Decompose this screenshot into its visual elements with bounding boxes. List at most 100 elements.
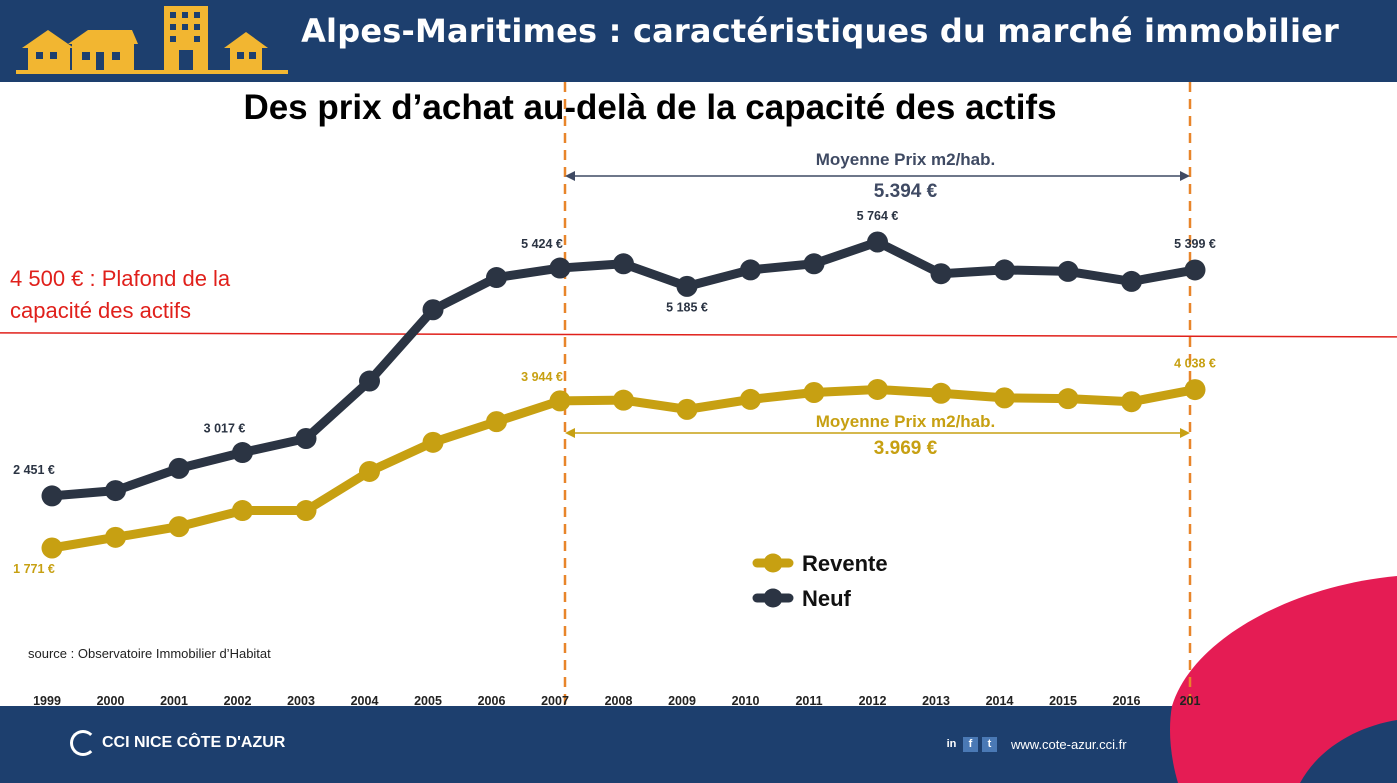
point-revente-2016	[1121, 391, 1142, 413]
point-revente-2017	[1184, 379, 1206, 401]
point-revente-2001	[168, 516, 190, 538]
point-neuf-2004	[359, 370, 380, 392]
point-neuf-2011	[803, 253, 825, 275]
point-neuf-2001	[168, 457, 190, 479]
point-neuf-2000	[105, 480, 126, 502]
x-tick-label-2011: 2011	[795, 694, 822, 706]
price-line-chart: Des prix d’achat au-delà de la capacité …	[0, 82, 1397, 706]
point-neuf-2005	[422, 299, 444, 321]
legend-item-revente: Revente	[752, 551, 888, 576]
average-annotation-revente: Moyenne Prix m2/hab. 3.969 €	[565, 412, 1190, 459]
x-tick-label-2010: 2010	[732, 694, 760, 706]
legend-label-revente: Revente	[802, 551, 888, 576]
arrowhead-left-icon	[565, 171, 575, 181]
footer-links: in f t www.cote-azur.cci.fr	[944, 737, 1127, 752]
x-tick-label-2016: 2016	[1113, 694, 1141, 706]
x-tick-label-2002: 2002	[224, 694, 252, 706]
point-neuf-2013	[930, 263, 952, 285]
footer-brand: CCI NICE CÔTE D'AZUR	[70, 730, 285, 756]
legend-label-neuf: Neuf	[802, 586, 852, 611]
average-label-neuf: Moyenne Prix m2/hab.	[816, 150, 996, 169]
point-neuf-2002	[232, 442, 253, 464]
x-tick-label-2004: 2004	[351, 694, 379, 706]
houses-logo-icon	[16, 6, 288, 74]
data-label-neuf-2017: 5 399 €	[1174, 237, 1216, 251]
x-tick-label-2006: 2006	[478, 694, 506, 706]
point-neuf-2007	[549, 257, 571, 279]
legend-swatch-dot-neuf	[763, 588, 783, 608]
point-revente-2004	[359, 460, 380, 482]
point-neuf-2003	[295, 427, 317, 449]
x-tick-label-2000: 2000	[97, 694, 125, 706]
series-line-revente	[47, 384, 1200, 553]
point-neuf-2006	[486, 267, 507, 289]
point-revente-2000	[105, 526, 126, 548]
point-neuf-2014	[994, 259, 1015, 281]
x-tick-label-2013: 2013	[922, 694, 950, 706]
point-revente-2002	[232, 500, 253, 522]
point-neuf-2010	[740, 259, 761, 281]
x-tick-label-2001: 2001	[160, 694, 188, 706]
point-revente-2012	[867, 378, 888, 400]
average-label-revente: Moyenne Prix m2/hab.	[816, 412, 996, 431]
cci-logo-icon	[70, 730, 96, 756]
chart-title: Des prix d’achat au-delà de la capacité …	[243, 88, 1056, 127]
point-revente-2011	[803, 382, 825, 404]
data-label-neuf-2012: 5 764 €	[857, 209, 899, 223]
point-revente-2005	[422, 431, 444, 453]
point-neuf-2008	[613, 253, 634, 275]
x-tick-label-2003: 2003	[287, 694, 315, 706]
average-value-revente: 3.969 €	[874, 438, 938, 459]
data-label-neuf-2007: 5 424 €	[521, 237, 563, 251]
pink-decor-shape	[1172, 576, 1397, 706]
facebook-icon[interactable]: f	[963, 737, 978, 752]
point-revente-2003	[295, 500, 317, 522]
point-revente-1999	[41, 537, 63, 559]
arrowhead-right-icon	[1180, 171, 1190, 181]
x-tick-label-2008: 2008	[605, 694, 633, 706]
twitter-icon[interactable]: t	[982, 737, 997, 752]
arrowhead-left-icon	[565, 428, 575, 438]
point-revente-2009	[676, 398, 698, 420]
data-label-revente-1999: 1 771 €	[13, 562, 55, 576]
footer-brand-text: CCI NICE CÔTE D'AZUR	[102, 734, 286, 751]
x-tick-label-2009: 2009	[668, 694, 696, 706]
footer-url-link[interactable]: www.cote-azur.cci.fr	[1011, 737, 1127, 752]
point-neuf-2016	[1121, 270, 1142, 292]
average-annotation-neuf: Moyenne Prix m2/hab. 5.394 €	[565, 150, 1190, 202]
point-revente-2008	[613, 389, 634, 411]
data-label-neuf-1999: 2 451 €	[13, 463, 55, 477]
point-neuf-2017	[1184, 259, 1206, 281]
point-neuf-1999	[41, 485, 63, 507]
threshold-line	[0, 332, 1397, 338]
x-tick-label-1999: 1999	[33, 694, 61, 706]
legend-swatch-dot-revente	[763, 553, 783, 573]
x-tick-label-2007: 2007	[541, 694, 569, 706]
data-label-neuf-2002: 3 017 €	[204, 422, 246, 436]
data-label-revente-2007: 3 944 €	[521, 370, 563, 384]
point-revente-2015	[1057, 388, 1079, 410]
footer-corner-decor	[1170, 706, 1397, 783]
data-label-neuf-2009: 5 185 €	[666, 300, 708, 314]
point-neuf-2012	[867, 231, 888, 253]
point-neuf-2009	[676, 275, 698, 297]
linkedin-icon[interactable]: in	[946, 738, 957, 750]
point-revente-2014	[994, 387, 1015, 409]
data-label-revente-2017: 4 038 €	[1174, 357, 1216, 371]
point-revente-2006	[486, 411, 507, 433]
x-tick-label-2014: 2014	[986, 694, 1014, 706]
footer-bar	[0, 706, 1397, 783]
header-title: Alpes-Maritimes : caractéristiques du ma…	[301, 12, 1339, 50]
point-neuf-2015	[1057, 260, 1079, 282]
legend-item-neuf: Neuf	[752, 586, 852, 611]
x-tick-label-2017: 201	[1180, 694, 1201, 706]
x-tick-label-2015: 2015	[1049, 694, 1077, 706]
threshold-label-line2: capacité des actifs	[10, 298, 191, 323]
point-revente-2013	[930, 382, 952, 404]
header-bar: Alpes-Maritimes : caractéristiques du ma…	[0, 0, 1397, 82]
point-revente-2010	[740, 388, 761, 410]
x-tick-label-2012: 2012	[859, 694, 887, 706]
point-revente-2007	[549, 390, 571, 412]
x-tick-label-2005: 2005	[414, 694, 442, 706]
threshold-label-line1: 4 500 € : Plafond de la	[10, 266, 231, 291]
